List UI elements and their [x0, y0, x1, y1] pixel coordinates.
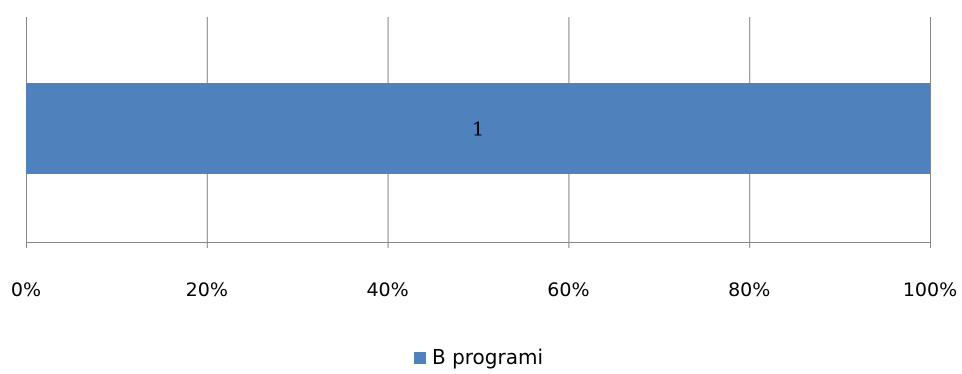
x-axis: 0% 20% 40% 60% 80% 100% [11, 242, 957, 301]
bar [26, 83, 930, 174]
legend-label: B programi [432, 345, 543, 369]
data-label: 1 [472, 119, 484, 141]
x-tick-label: 40% [366, 279, 408, 301]
legend-swatch [414, 352, 426, 364]
x-tick-label: 100% [903, 279, 957, 301]
x-tick-label: 80% [728, 279, 770, 301]
x-tick-label: 0% [11, 279, 41, 301]
x-tick-label: 60% [547, 279, 589, 301]
x-tick-label: 20% [186, 279, 228, 301]
bar-series: 1 [26, 83, 930, 174]
legend: B programi [414, 345, 543, 369]
